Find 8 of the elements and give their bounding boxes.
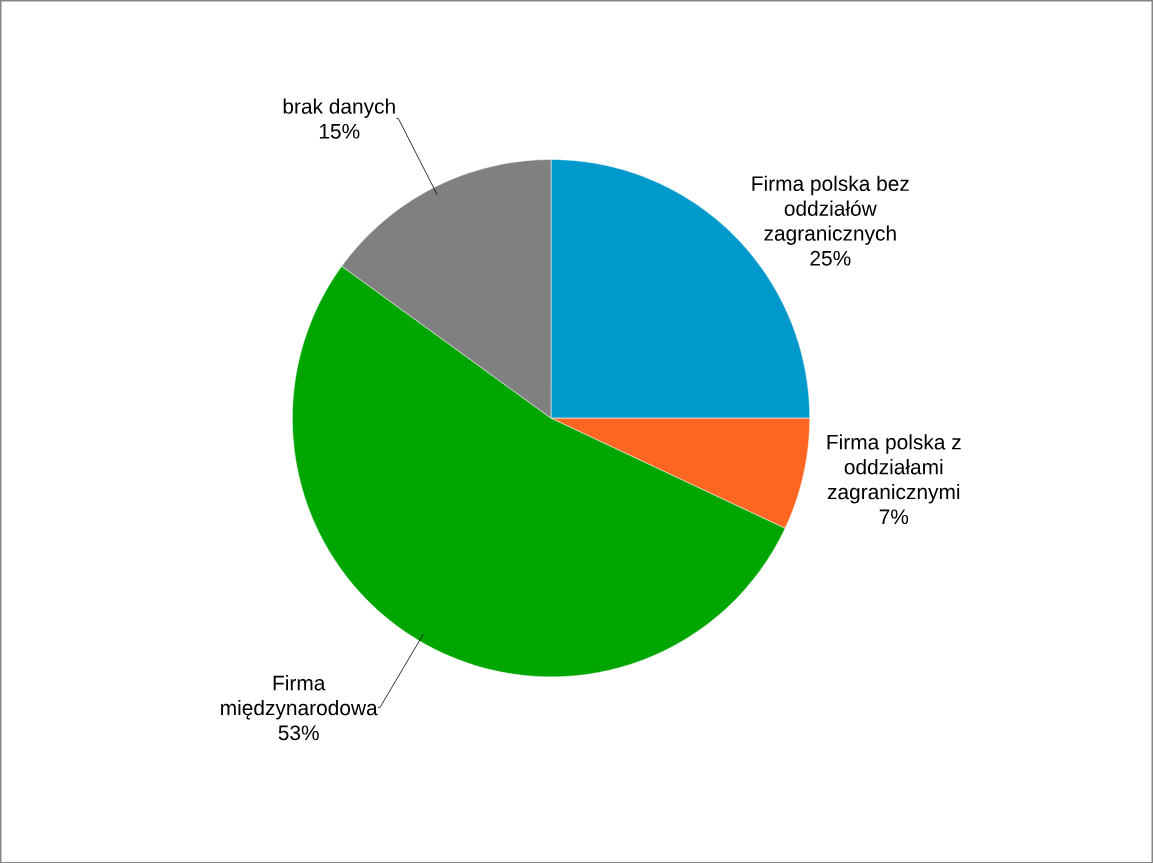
data-label: 53% [278,725,319,740]
slice-label: brak danych [283,98,395,118]
data-label: 25% [810,250,851,266]
slice-label: Firma polska bez oddziałów zagranicznych [752,175,909,245]
slice-label: Firma międzynarodowa [221,674,378,720]
data-label: 15% [319,123,360,139]
slice-label: Firma polska z oddziałami zagranicznymi [827,434,961,504]
data-label: 7% [879,509,909,524]
